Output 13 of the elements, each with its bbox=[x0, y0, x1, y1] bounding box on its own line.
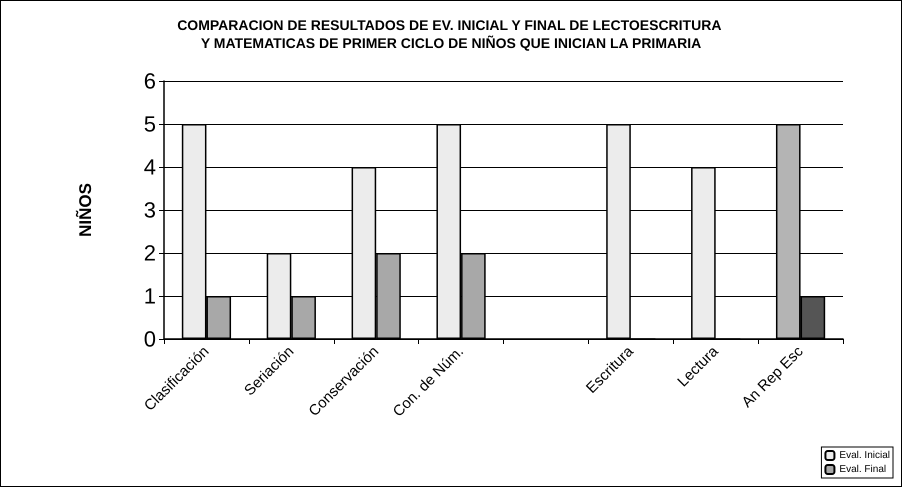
y-tick-label: 3 bbox=[144, 198, 156, 222]
y-axis-title: NIÑOS bbox=[75, 183, 95, 237]
y-tick-label: 5 bbox=[144, 112, 156, 136]
y-tick-label: 6 bbox=[144, 68, 156, 94]
legend-label: Eval. Inicial bbox=[839, 450, 890, 461]
y-tick-label: 1 bbox=[144, 284, 156, 308]
legend-label: Eval. Final bbox=[839, 464, 886, 475]
y-tick-label: 0 bbox=[144, 326, 156, 352]
x-tick-label: An Rep Esc bbox=[738, 342, 807, 411]
chart-title: COMPARACION DE RESULTADOS DE EV. INICIAL Y FINAL DE LECTOESCRITURA Y MATEMATICAS DE PRIMER CICLO DE NIÑOS QUE INICIAN LA PRIMARIA bbox=[177, 17, 725, 51]
y-tick-label: 4 bbox=[144, 154, 156, 180]
x-tick-label: Con. de Núm. bbox=[390, 342, 468, 420]
y-tick-label: 2 bbox=[144, 240, 156, 266]
